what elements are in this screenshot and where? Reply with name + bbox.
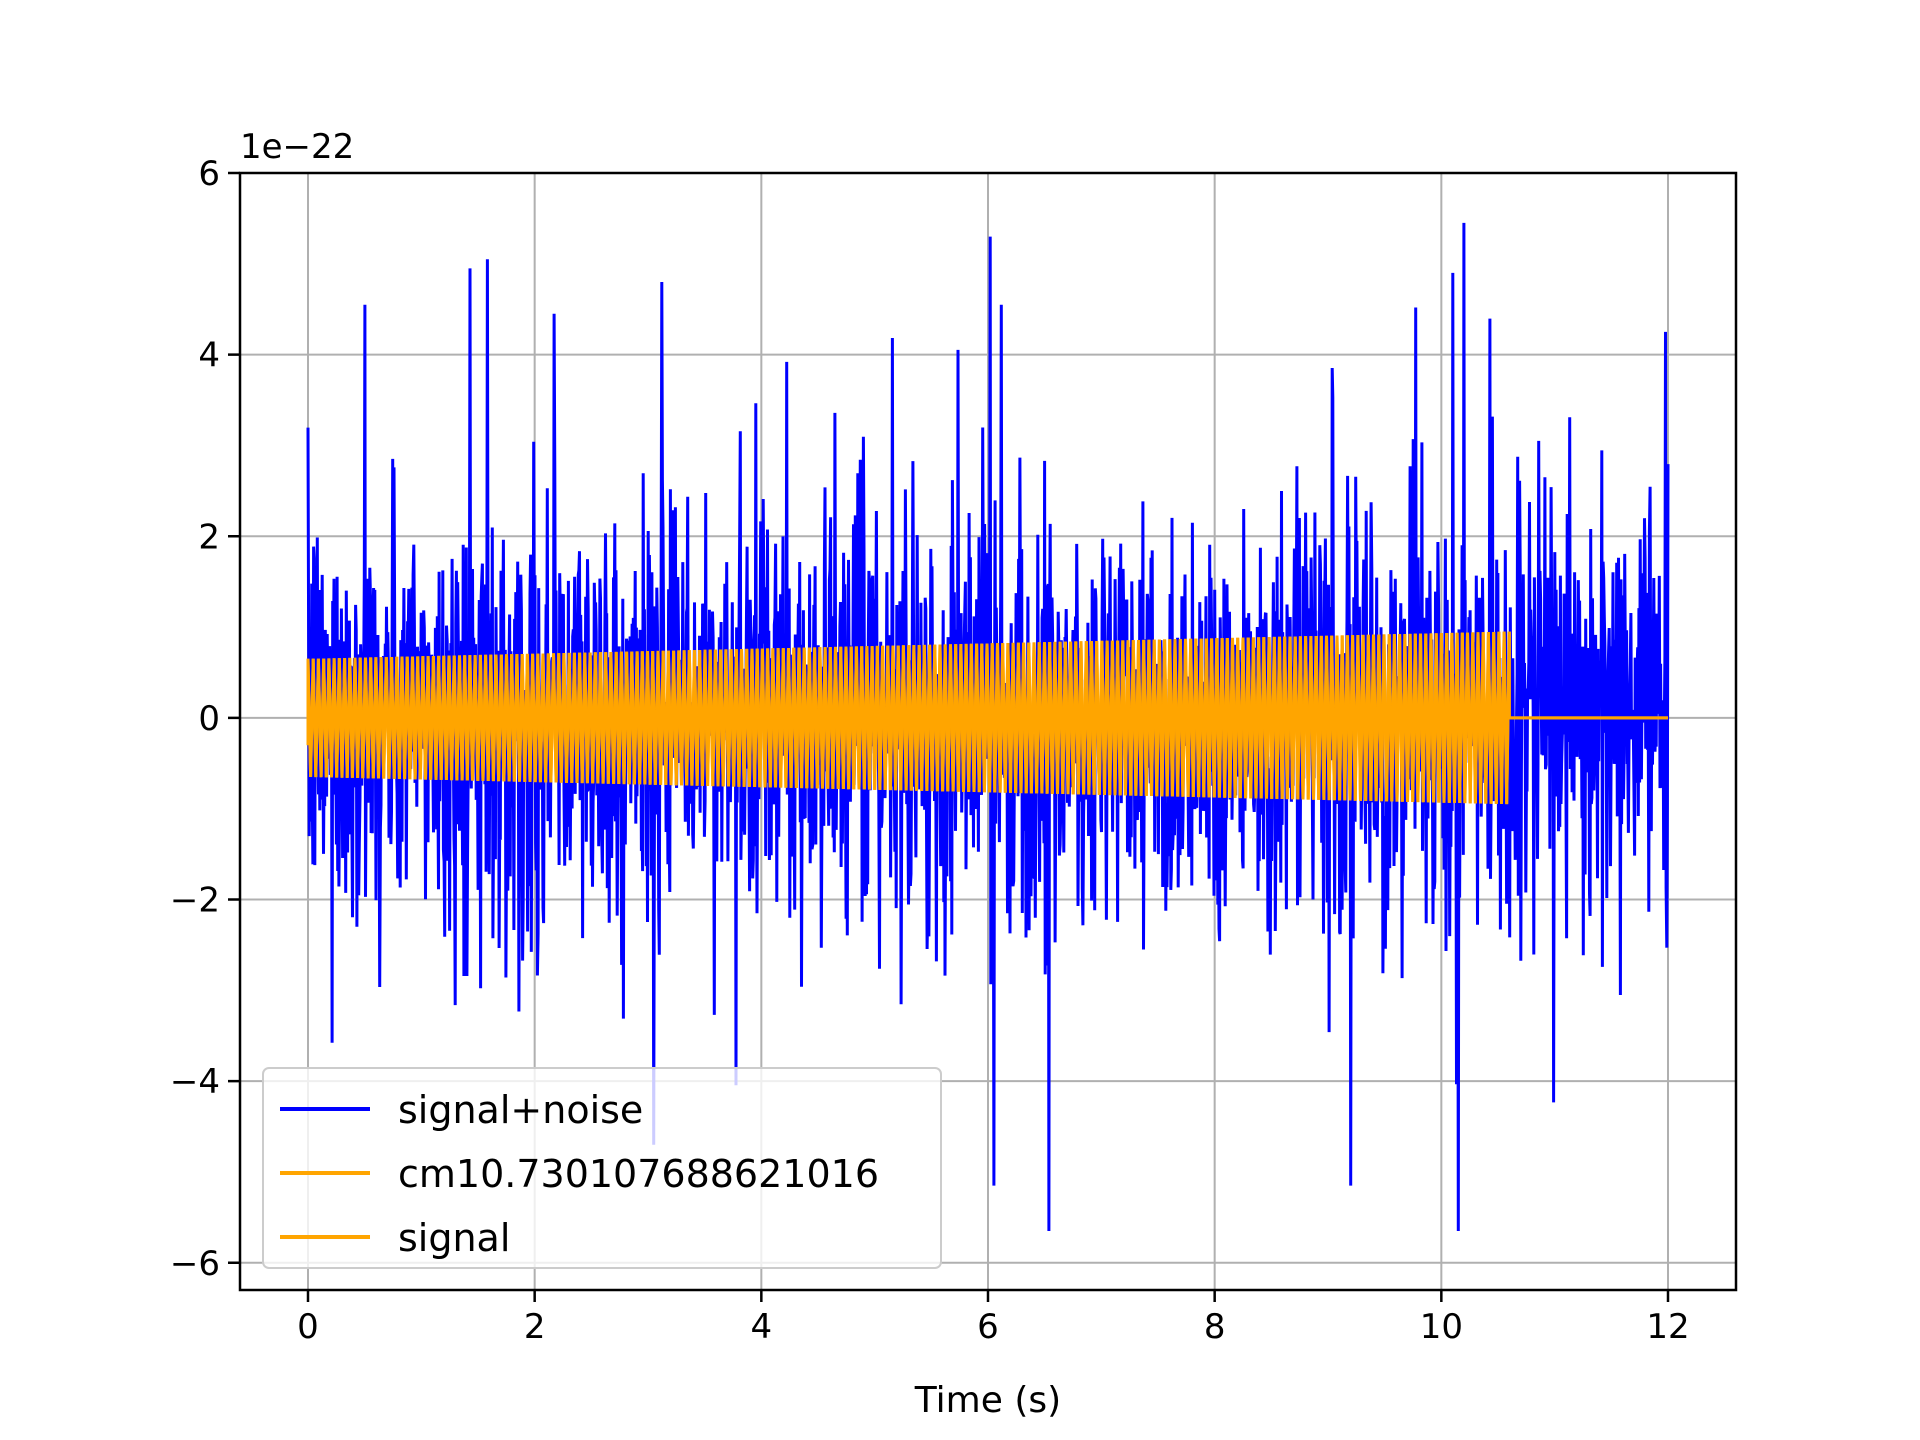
- ticks: 0 2 4 6 8 10 12 6 4 2 0 −2 −4 −6: [170, 154, 1690, 1347]
- series-layer: [306, 222, 1670, 1232]
- series-line-signal: [306, 631, 1668, 805]
- y-tick-label: 4: [198, 336, 220, 376]
- x-tick-label: 4: [751, 1307, 773, 1347]
- x-tick-label: 6: [977, 1307, 999, 1347]
- y-tick-label: 0: [198, 699, 220, 739]
- x-axis-label: Time (s): [914, 1380, 1061, 1421]
- y-tick-label: −4: [170, 1062, 220, 1102]
- y-tick-label: 2: [198, 517, 220, 557]
- x-tick-label: 2: [524, 1307, 546, 1347]
- legend-box: [262, 1067, 942, 1269]
- legend-label: signal: [398, 1216, 510, 1260]
- legend-label: signal+noise: [398, 1088, 643, 1132]
- y-tick-label: −2: [170, 881, 220, 921]
- x-tick-label: 0: [297, 1307, 319, 1347]
- series-line-signal-noise: [306, 222, 1670, 1232]
- legend-label: cm10.730107688621016: [398, 1152, 879, 1196]
- y-offset-label: 1e−22: [240, 127, 354, 167]
- y-tick-label: −6: [170, 1244, 220, 1284]
- x-tick-label: 8: [1204, 1307, 1226, 1347]
- y-tick-label: 6: [198, 154, 220, 194]
- x-tick-label: 12: [1646, 1307, 1689, 1347]
- legend: signal+noise cm10.730107688621016 signal: [262, 1067, 942, 1269]
- x-tick-label: 10: [1420, 1307, 1463, 1347]
